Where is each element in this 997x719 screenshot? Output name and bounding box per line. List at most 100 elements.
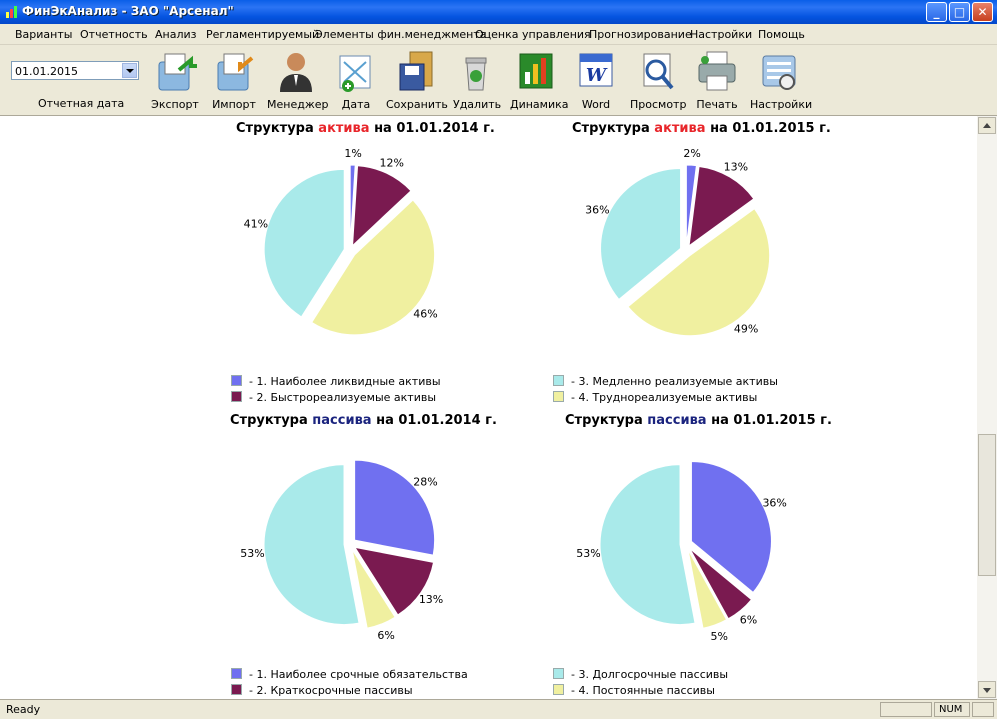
dynamics-button[interactable]: Динамика bbox=[510, 48, 569, 114]
manager-button[interactable]: Менеджер bbox=[267, 48, 328, 114]
pie-slice-label: 49% bbox=[734, 322, 758, 335]
pie-slice bbox=[690, 460, 772, 594]
import-icon bbox=[217, 53, 254, 91]
manager-icon bbox=[280, 53, 312, 92]
pie-slice bbox=[688, 165, 755, 247]
pie-slice bbox=[354, 459, 436, 556]
word-icon: W bbox=[579, 53, 613, 87]
chevron-down-icon[interactable] bbox=[122, 63, 137, 78]
settings-icon bbox=[762, 55, 796, 90]
pie-slice bbox=[311, 199, 436, 336]
maximize-button[interactable]: □ bbox=[949, 2, 970, 22]
pie-slice bbox=[263, 168, 345, 318]
settings-button[interactable]: Настройки bbox=[750, 48, 813, 114]
toolbar: 01.01.2015 Отчетная дата Экспорт Импорт … bbox=[0, 45, 997, 116]
pie-slice-label: 53% bbox=[576, 547, 600, 560]
pie-slice-label: 12% bbox=[379, 156, 403, 169]
legend-item-assets-2: - 2. Быстрореализуемые активы bbox=[231, 391, 436, 404]
app-icon bbox=[6, 6, 17, 18]
pie-slice bbox=[351, 165, 412, 247]
report-date-value: 01.01.2015 bbox=[15, 65, 78, 78]
export-label: Экспорт bbox=[151, 98, 199, 111]
import-label: Импорт bbox=[212, 98, 256, 111]
print-label: Печать bbox=[696, 98, 738, 111]
pie-slice bbox=[600, 167, 682, 301]
num-lock-indicator: NUM bbox=[934, 702, 970, 717]
scroll-up-button[interactable] bbox=[978, 117, 996, 134]
chart-title-assets-2015: Структура актива на 01.01.2015 г. bbox=[572, 121, 831, 136]
pie-charts: 1% 12% 46% 41% 2% 13% 49% 36% 28% 13% 6% 53% 36% 6% 5%… bbox=[240, 147, 787, 643]
import-button[interactable]: Импорт bbox=[210, 48, 258, 114]
pie-slice-label: 28% bbox=[413, 476, 437, 489]
menu-analysis[interactable]: Анализ bbox=[155, 28, 197, 41]
pie-slice bbox=[627, 208, 771, 337]
menu-reports[interactable]: Отчетность bbox=[80, 28, 148, 41]
status-bar: Ready NUM bbox=[0, 699, 997, 719]
dynamics-label: Динамика bbox=[510, 98, 569, 111]
date-button[interactable]: Дата bbox=[334, 48, 378, 114]
status-pane-empty bbox=[880, 702, 932, 717]
pie-slice-label: 6% bbox=[377, 629, 394, 642]
menu-forecasting[interactable]: Прогнозирование bbox=[589, 28, 692, 41]
delete-label: Удалить bbox=[453, 98, 502, 111]
menu-help[interactable]: Помощь bbox=[758, 28, 805, 41]
close-button[interactable]: ✕ bbox=[972, 2, 993, 22]
pie-slice-label: 6% bbox=[740, 614, 757, 627]
pie-slice-label: 36% bbox=[762, 496, 786, 509]
menu-variants[interactable]: Варианты bbox=[15, 28, 73, 41]
preview-button[interactable]: Просмотр bbox=[630, 48, 686, 114]
word-button[interactable]: W Word bbox=[574, 48, 618, 114]
pie-slice-label: 13% bbox=[724, 161, 748, 174]
menu-management-evaluation[interactable]: Оценка управления bbox=[475, 28, 591, 41]
pie-slice-label: 36% bbox=[585, 203, 609, 216]
scroll-thumb[interactable] bbox=[978, 434, 996, 576]
trash-icon bbox=[465, 57, 487, 91]
pie-slice bbox=[689, 548, 753, 620]
pie-slice-label: 13% bbox=[419, 593, 443, 606]
menu-regulated[interactable]: Регламентируемый bbox=[206, 28, 320, 41]
charts-panel: Структура актива на 01.01.2014 г. Структ… bbox=[0, 116, 977, 699]
chart-title-liabilities-2014: Структура пассива на 01.01.2014 г. bbox=[230, 413, 497, 428]
vertical-scrollbar[interactable] bbox=[977, 116, 997, 699]
report-date-select[interactable]: 01.01.2015 bbox=[11, 61, 139, 80]
title-bar: ФинЭкАнализ - ЗАО "Арсенал" _ □ ✕ bbox=[0, 0, 997, 24]
preview-icon bbox=[643, 53, 674, 90]
printer-icon bbox=[698, 51, 736, 91]
legend-item-liabilities-2: - 2. Краткосрочные пассивы bbox=[231, 684, 413, 697]
pie-slice bbox=[687, 549, 728, 629]
legend-item-assets-4: - 4. Труднореализуемые активы bbox=[553, 391, 757, 404]
export-icon bbox=[158, 53, 197, 91]
pie-slice-label: 46% bbox=[413, 307, 437, 320]
pie-slice-label: 1% bbox=[344, 147, 361, 160]
bar-chart-icon bbox=[519, 53, 553, 89]
pie-slice-label: 2% bbox=[683, 147, 700, 160]
menu-fin-management[interactable]: Элементы фин.менеджмента bbox=[315, 28, 487, 41]
export-button[interactable]: Экспорт bbox=[149, 48, 201, 114]
pie-slice bbox=[353, 546, 435, 616]
minimize-button[interactable]: _ bbox=[926, 2, 947, 22]
settings-label: Настройки bbox=[750, 98, 813, 111]
chart-title-liabilities-2015: Структура пассива на 01.01.2015 г. bbox=[565, 413, 832, 428]
pie-slice bbox=[263, 464, 360, 626]
pie-slice bbox=[685, 164, 697, 246]
menu-bar: Варианты Отчетность Анализ Регламентируе… bbox=[0, 24, 997, 45]
legend-item-liabilities-4: - 4. Постоянные пассивы bbox=[553, 684, 715, 697]
save-label: Сохранить bbox=[386, 98, 448, 111]
pie-slice-label: 5% bbox=[710, 630, 727, 643]
save-button[interactable]: Сохранить bbox=[386, 48, 448, 114]
legend-item-assets-1: - 1. Наиболее ликвидные активы bbox=[231, 375, 441, 388]
date-label: Дата bbox=[341, 98, 371, 111]
print-button[interactable]: Печать bbox=[694, 48, 740, 114]
delete-button[interactable]: Удалить bbox=[453, 48, 502, 114]
pie-slice-label: 41% bbox=[244, 218, 268, 231]
report-date-label: Отчетная дата bbox=[38, 97, 125, 110]
scroll-down-button[interactable] bbox=[978, 681, 996, 698]
window-title: ФинЭкАнализ - ЗАО "Арсенал" bbox=[22, 4, 234, 18]
calendar-icon bbox=[339, 55, 371, 92]
word-label: Word bbox=[581, 98, 611, 111]
pie-slice bbox=[599, 464, 696, 626]
preview-label: Просмотр bbox=[630, 98, 687, 111]
status-text: Ready bbox=[6, 703, 41, 716]
menu-settings[interactable]: Настройки bbox=[690, 28, 753, 41]
status-pane-end bbox=[972, 702, 994, 717]
